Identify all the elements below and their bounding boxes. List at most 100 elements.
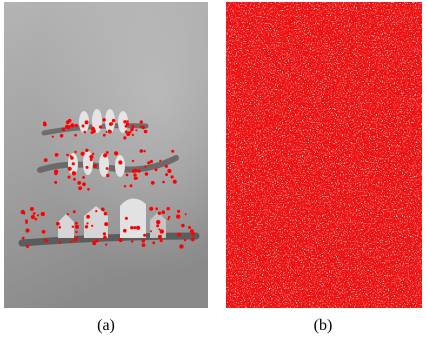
keypoint — [74, 150, 77, 154]
keypoint — [152, 241, 156, 245]
keypoint — [87, 188, 90, 191]
keypoint — [98, 125, 103, 129]
keypoint — [126, 120, 129, 123]
keypoint — [67, 118, 72, 123]
keypoint — [29, 207, 34, 211]
keypoint — [43, 158, 48, 163]
keypoint — [75, 224, 79, 229]
keypoint — [125, 173, 129, 177]
keypoint — [84, 120, 89, 125]
keypoint — [150, 181, 155, 185]
keypoint — [124, 124, 128, 128]
keypoint — [54, 171, 58, 176]
keypoint — [141, 243, 146, 248]
keypoint — [67, 175, 71, 179]
keypoint — [157, 211, 162, 215]
keypoint — [159, 239, 163, 243]
keypoint — [139, 125, 142, 128]
keypoint — [91, 129, 96, 134]
keypoint — [157, 234, 162, 239]
keypoint — [161, 210, 166, 214]
keypoint — [82, 182, 86, 187]
keypoint — [159, 229, 164, 234]
keypoint — [66, 153, 69, 157]
keypoint — [103, 153, 108, 158]
keypoint — [167, 217, 170, 221]
keypoint — [51, 135, 54, 138]
keypoint — [85, 165, 89, 169]
keypoint — [43, 121, 47, 125]
keypoint — [23, 212, 26, 215]
keypoint — [108, 129, 112, 134]
keypoint — [144, 165, 147, 168]
keypoint — [80, 151, 85, 156]
keypoint — [133, 226, 137, 230]
keypoint — [147, 161, 151, 165]
keypoint — [75, 230, 78, 234]
keypoint — [159, 159, 162, 162]
keypoint — [21, 236, 25, 240]
keypoint — [166, 207, 170, 211]
caption: (a) — [97, 317, 115, 334]
keypoint — [105, 243, 108, 246]
keypoint — [86, 215, 90, 219]
keypoint — [181, 223, 185, 228]
keypoint — [144, 172, 149, 176]
keypoint — [92, 241, 97, 246]
keypoint — [139, 120, 143, 124]
keypoint — [136, 225, 141, 230]
keypoint — [184, 213, 187, 216]
keypoint — [118, 238, 123, 243]
keypoint — [171, 149, 175, 153]
keypoint — [54, 180, 58, 184]
keypoint — [177, 209, 181, 213]
keypoint — [177, 232, 182, 237]
panel-a — [4, 2, 208, 308]
keypoint — [77, 181, 82, 185]
keypoint — [189, 229, 194, 234]
keypoint — [78, 186, 82, 191]
keypoint — [54, 153, 59, 157]
branch — [41, 123, 149, 136]
keypoint — [130, 226, 134, 230]
keypoint — [105, 151, 109, 154]
keypoint — [41, 229, 46, 234]
keypoint — [81, 124, 85, 128]
keypoint — [123, 136, 127, 140]
keypoint — [92, 163, 97, 169]
keypoint — [123, 120, 127, 124]
keypoint — [123, 185, 127, 188]
keypoint — [36, 214, 40, 217]
keypoint — [70, 123, 75, 128]
keypoint — [150, 230, 152, 233]
keypoint — [105, 131, 108, 133]
keypoint — [104, 222, 109, 227]
keypoint — [89, 154, 94, 159]
keypoint — [156, 224, 160, 228]
keypoint — [56, 221, 60, 226]
keypoint — [114, 151, 119, 156]
keypoint — [74, 133, 77, 137]
keypoint — [164, 164, 168, 168]
keypoint — [58, 241, 62, 244]
keypoint — [154, 168, 158, 172]
keypoint — [82, 176, 85, 179]
keypoint — [103, 212, 108, 216]
keypoint — [34, 217, 38, 221]
keypoint — [86, 222, 89, 225]
keypoint — [188, 226, 191, 229]
keypoint — [102, 118, 106, 122]
keypoint — [101, 207, 105, 212]
keypoint — [70, 240, 73, 243]
panel-b — [226, 2, 422, 308]
keypoint — [66, 125, 71, 130]
keypoint — [25, 228, 30, 233]
keypoint — [131, 124, 135, 128]
keypoint — [71, 162, 75, 166]
keypoint — [155, 207, 158, 210]
keypoint — [118, 160, 123, 165]
keypoint — [71, 225, 75, 228]
keypoint — [73, 237, 78, 242]
keypoint — [123, 228, 127, 233]
